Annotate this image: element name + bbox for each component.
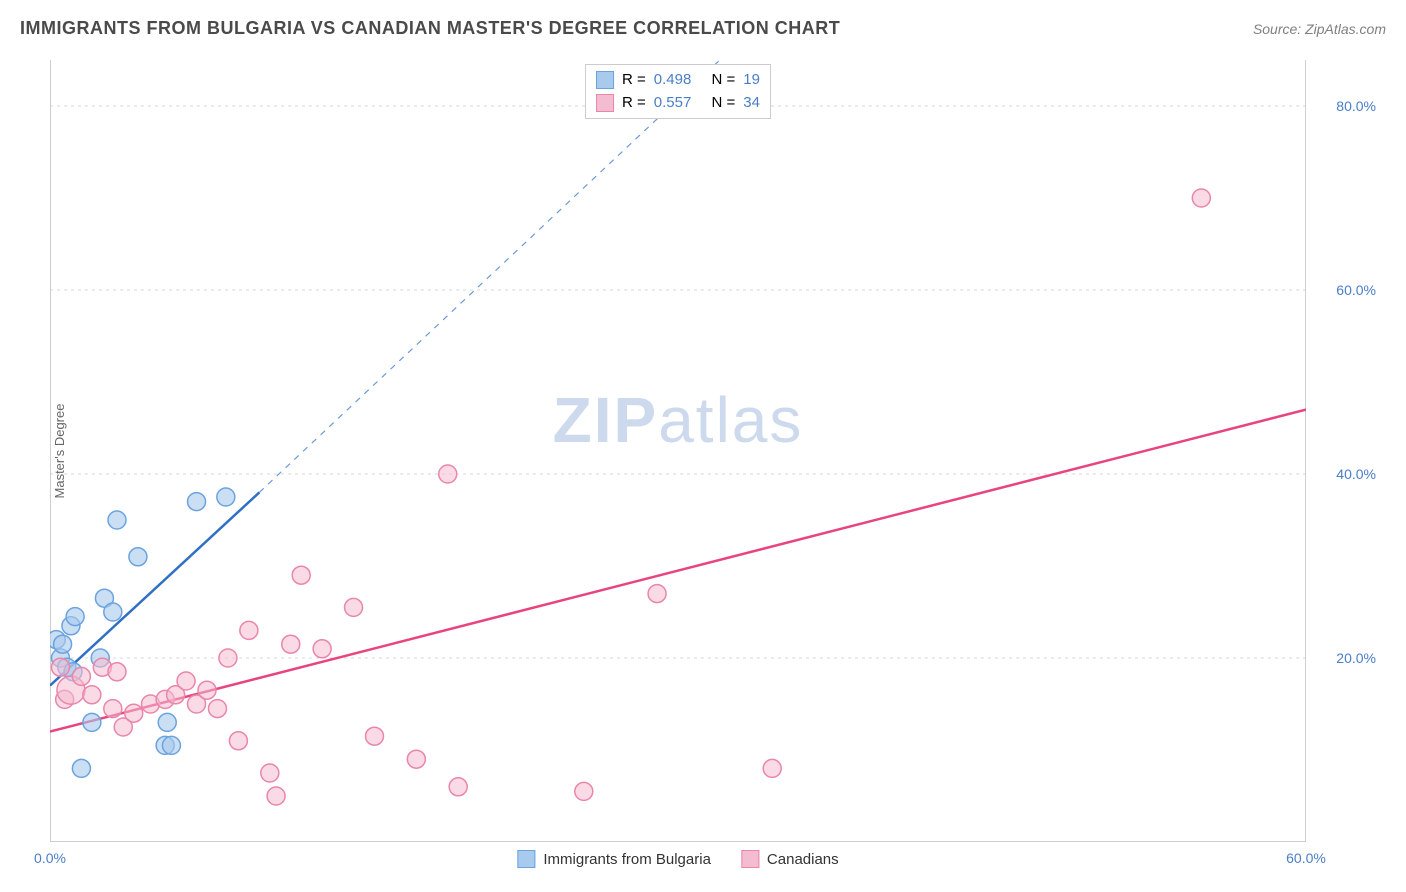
legend-row-series-1: R = 0.557 N = 34 — [596, 92, 760, 115]
source-attribution: Source: ZipAtlas.com — [1253, 21, 1386, 37]
x-tick-label: 60.0% — [1286, 850, 1326, 866]
chart-header: IMMIGRANTS FROM BULGARIA VS CANADIAN MAS… — [20, 18, 1386, 39]
n-label: N = — [712, 69, 736, 92]
n-value: 34 — [743, 92, 760, 115]
r-label: R = — [622, 92, 646, 115]
y-tick-label: 20.0% — [1336, 650, 1376, 666]
legend-label: Immigrants from Bulgaria — [543, 851, 711, 868]
y-tick-label: 60.0% — [1336, 282, 1376, 298]
legend-row-series-0: R = 0.498 N = 19 — [596, 69, 760, 92]
swatch-icon — [517, 850, 535, 868]
legend-label: Canadians — [767, 851, 839, 868]
chart-area: Master's Degree ZIPatlas R = 0.498 N = 1… — [50, 60, 1306, 842]
series-legend: Immigrants from Bulgaria Canadians — [517, 850, 838, 868]
r-value: 0.498 — [654, 69, 692, 92]
n-label: N = — [712, 92, 736, 115]
r-label: R = — [622, 69, 646, 92]
chart-title: IMMIGRANTS FROM BULGARIA VS CANADIAN MAS… — [20, 18, 840, 39]
swatch-icon — [596, 71, 614, 89]
r-value: 0.557 — [654, 92, 692, 115]
n-value: 19 — [743, 69, 760, 92]
correlation-legend: R = 0.498 N = 19 R = 0.557 N = 34 — [585, 64, 771, 119]
swatch-icon — [596, 94, 614, 112]
y-tick-label: 40.0% — [1336, 466, 1376, 482]
legend-item-0: Immigrants from Bulgaria — [517, 850, 711, 868]
legend-item-1: Canadians — [741, 850, 839, 868]
y-tick-label: 80.0% — [1336, 98, 1376, 114]
swatch-icon — [741, 850, 759, 868]
x-tick-label: 0.0% — [34, 850, 66, 866]
scatter-plot — [50, 60, 1306, 842]
